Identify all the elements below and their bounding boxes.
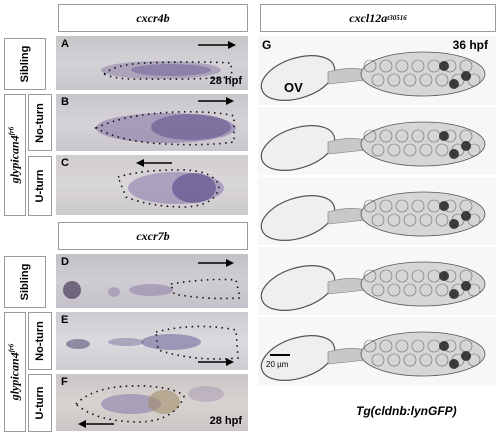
panel-d-image: D bbox=[56, 254, 248, 308]
otic-vesicle-label: OV bbox=[284, 80, 303, 95]
frame-1 bbox=[260, 51, 486, 101]
header-cxcr7b: cxcr7b bbox=[58, 222, 248, 250]
panel-label-c: C bbox=[61, 157, 69, 169]
panel-e-drawing bbox=[66, 325, 239, 366]
frame-3 bbox=[258, 175, 496, 241]
frame-4 bbox=[258, 245, 496, 311]
panel-g-image: G 36 hpf OV 20 µm bbox=[258, 36, 496, 386]
panel-label-g: G bbox=[262, 38, 272, 52]
panel-c-drawing bbox=[116, 159, 224, 208]
panel-b-drawing bbox=[94, 97, 236, 146]
transgene-caption: Tg(cldnb:lynGFP) bbox=[356, 404, 457, 418]
row-label-no-turn-top: No-turn bbox=[28, 94, 52, 151]
panel-e-image: E bbox=[56, 312, 248, 370]
header-cxcl12a: cxcl12a t30516 bbox=[260, 4, 496, 32]
panel-f-image: F 28 hpf bbox=[56, 374, 248, 431]
panel-label-e: E bbox=[61, 314, 69, 326]
row-label-genotype-top: glypican4fr6 bbox=[4, 94, 26, 216]
panel-a-drawing bbox=[101, 41, 236, 81]
row-label-sibling-bottom: Sibling bbox=[4, 256, 46, 308]
panel-label-d: D bbox=[61, 256, 69, 268]
panel-d-drawing bbox=[63, 259, 241, 300]
panel-b-image: B bbox=[56, 94, 248, 151]
scale-bar-label: 20 µm bbox=[266, 360, 289, 369]
row-label-u-turn-top: U-turn bbox=[28, 156, 52, 216]
panel-label-a: A bbox=[61, 38, 69, 50]
row-label-sibling-top: Sibling bbox=[4, 38, 46, 90]
stage-label-right: 36 hpf bbox=[452, 38, 488, 52]
panel-c-image: C bbox=[56, 155, 248, 215]
header-cxcr4b: cxcr4b bbox=[58, 4, 248, 32]
panel-label-b: B bbox=[61, 96, 69, 108]
panel-f-drawing bbox=[74, 385, 224, 428]
panel-g-drawing bbox=[258, 51, 496, 381]
row-label-genotype-bottom: glypican4fr6 bbox=[4, 312, 26, 432]
stage-label-bottom: 28 hpf bbox=[209, 415, 242, 427]
scale-bar bbox=[270, 354, 290, 356]
row-label-no-turn-bottom: No-turn bbox=[28, 312, 52, 370]
stage-label-top: 28 hpf bbox=[209, 75, 242, 87]
frame-2 bbox=[258, 105, 496, 171]
frame-5 bbox=[258, 315, 496, 381]
panel-a-image: A 28 hpf bbox=[56, 36, 248, 90]
panel-label-f: F bbox=[61, 376, 68, 388]
row-label-u-turn-bottom: U-turn bbox=[28, 374, 52, 432]
